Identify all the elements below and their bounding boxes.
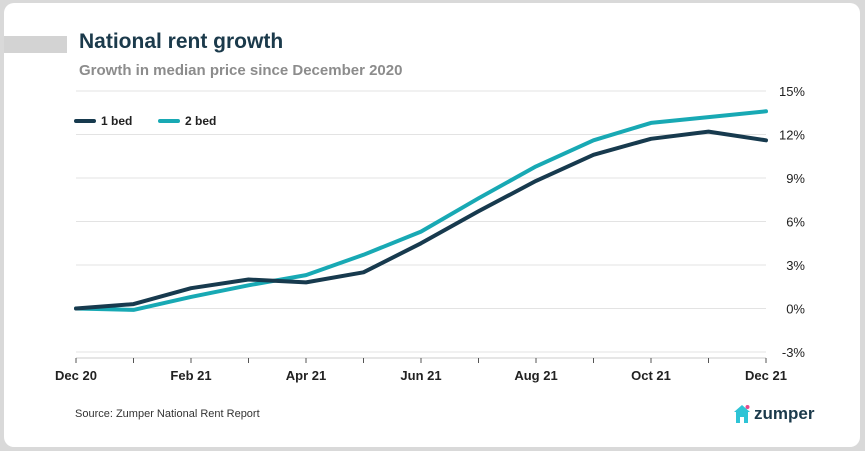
y-tick-label: 15% bbox=[779, 84, 805, 99]
series-line-1-bed bbox=[74, 129, 768, 311]
y-tick-label: 9% bbox=[786, 171, 805, 186]
x-tick-label: Oct 21 bbox=[631, 368, 671, 383]
zumper-logo: zumper bbox=[733, 402, 814, 426]
x-tick-label: Jun 21 bbox=[400, 368, 441, 383]
chart-subtitle: Growth in median price since December 20… bbox=[79, 62, 403, 79]
series-line-2-bed bbox=[74, 109, 768, 312]
brand-name: zumper bbox=[754, 404, 815, 423]
house-icon bbox=[734, 405, 750, 423]
x-tick-label: Aug 21 bbox=[514, 368, 557, 383]
source-note: Source: Zumper National Rent Report bbox=[75, 408, 260, 420]
y-tick-label: 3% bbox=[786, 258, 805, 273]
legend-label: 1 bed bbox=[101, 114, 132, 128]
y-tick-label: 6% bbox=[786, 215, 805, 230]
x-tick-label: Dec 21 bbox=[745, 368, 787, 383]
x-tick-label: Feb 21 bbox=[170, 368, 211, 383]
y-tick-label: -3% bbox=[782, 345, 806, 360]
chart-title: National rent growth bbox=[79, 30, 284, 53]
y-tick-label: 12% bbox=[779, 128, 805, 143]
y-tick-label: 0% bbox=[786, 302, 805, 317]
title-accent-bar bbox=[4, 36, 67, 53]
x-tick-label: Apr 21 bbox=[286, 368, 326, 383]
legend-label: 2 bed bbox=[185, 114, 216, 128]
x-tick-label: Dec 20 bbox=[55, 368, 97, 383]
